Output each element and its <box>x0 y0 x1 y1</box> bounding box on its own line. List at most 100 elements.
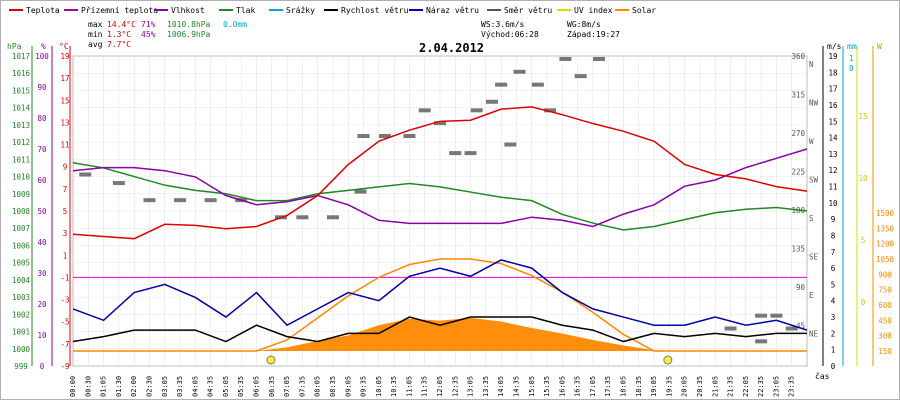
axis-temp-label: °C <box>59 42 69 51</box>
legend-label: Tlak <box>236 6 255 15</box>
x-tick-label: 09:05 <box>344 376 352 397</box>
wind-direction-mark <box>403 134 416 138</box>
chart-title: 2.04.2012 <box>419 41 484 55</box>
w-tick: 1350 <box>876 224 895 233</box>
x-tick-label: 05:35 <box>237 376 245 397</box>
ms-tick: 1 <box>831 346 836 355</box>
w-tick: 600 <box>878 301 892 310</box>
wind-speed-avg: WS:3.6m/s <box>481 20 525 29</box>
x-tick-label: 12:05 <box>436 376 444 397</box>
axis-hpa-label: hPa <box>7 42 22 51</box>
series-line-vlhkost <box>72 148 808 228</box>
x-tick-label: 04:35 <box>207 376 215 397</box>
stats-max-press: 1010.8hPa <box>167 20 211 29</box>
ms-tick: 11 <box>828 183 837 192</box>
x-tick-label: 06:05 <box>253 376 261 397</box>
dir-cardinal: NE <box>809 330 819 339</box>
temp-tick: 5 <box>63 207 68 216</box>
ms-tick: 7 <box>831 248 836 257</box>
x-axis-label: čas <box>815 371 830 381</box>
stats-max-rain: 0.0mm <box>223 20 247 29</box>
wind-direction-mark <box>204 198 217 203</box>
x-tick-label: 03:35 <box>176 376 184 397</box>
legend-label: Solar <box>632 6 656 15</box>
x-tick-label: 18:05 <box>620 376 628 397</box>
hpa-tick: 1000 <box>12 345 31 354</box>
x-tick-label: 08:05 <box>314 376 322 397</box>
ms-tick: 3 <box>831 313 836 322</box>
wind-direction-mark <box>326 215 339 220</box>
wind-direction-mark <box>464 151 477 156</box>
temp-tick: 13 <box>60 118 69 127</box>
w-tick: 1200 <box>876 240 895 249</box>
legend-label: UV index <box>574 6 613 15</box>
w-tick: 900 <box>878 270 892 279</box>
x-tick-label: 22:05 <box>742 376 750 397</box>
pct-tick: 40 <box>37 238 47 247</box>
temp-tick: -5 <box>60 318 69 327</box>
x-tick-label: 20:35 <box>696 376 704 397</box>
hpa-tick: 1002 <box>12 310 30 319</box>
x-tick-label: 02:30 <box>145 376 153 397</box>
dir-deg: 90 <box>796 283 806 292</box>
w-tick: 1500 <box>876 209 895 218</box>
hpa-tick: 999 <box>14 362 28 371</box>
temp-tick: 1 <box>63 251 68 260</box>
legend-label: Přízemní teplota <box>81 6 158 15</box>
wind-direction-mark <box>513 69 526 74</box>
hpa-tick: 1004 <box>12 276 31 285</box>
sunrise-marker <box>266 355 276 365</box>
x-tick-label: 18:35 <box>635 376 643 397</box>
series-layer <box>72 57 808 365</box>
temp-tick: 15 <box>60 96 69 105</box>
hpa-tick: 1001 <box>12 328 30 337</box>
wind-direction-mark <box>418 108 431 113</box>
mm-tick: 0 <box>849 64 854 73</box>
stats-min-press: 1006.9hPa <box>167 30 211 39</box>
x-tick-label: 10:05 <box>375 376 383 397</box>
x-ticks: 00:00 00:30 01:05 01:30 02:00 02:30 03:05 03:35… <box>69 376 796 397</box>
x-tick-label: 01:30 <box>115 376 123 397</box>
hpa-tick: 1007 <box>12 224 30 233</box>
temp-tick: -3 <box>60 296 69 305</box>
axis-mm-label: mm <box>847 42 857 51</box>
stats-block: max 14.4°C 71% 1010.8hPa 0.0mm min 1.3°C… <box>88 20 247 49</box>
pct-tick: 60 <box>37 176 47 185</box>
x-tick-label: 19:35 <box>665 376 673 397</box>
temp-tick: 9 <box>63 163 68 172</box>
legend: Teplota Přízemní teplota Vlhkost Tlak Srážky… <box>9 6 656 15</box>
hpa-tick: 1015 <box>12 86 30 95</box>
w-tick: 750 <box>878 286 892 295</box>
dir-cardinal: N <box>809 60 814 69</box>
pct-tick: 0 <box>40 362 45 371</box>
uv-tick: 15 <box>858 112 867 121</box>
series-line-teplota <box>72 106 808 240</box>
x-tick-label: 14:05 <box>497 376 505 397</box>
x-tick-label: 09:35 <box>360 376 368 397</box>
pct-tick: 90 <box>37 83 47 92</box>
stats-max-temp: 14.4°C <box>107 20 136 29</box>
stats-min-hum: 45% <box>141 30 156 39</box>
stats-avg-temp: 7.7°C <box>107 40 131 49</box>
x-tick-label: 13:05 <box>467 376 475 397</box>
legend-label: Směr větru <box>504 6 552 15</box>
stats-avg-label: avg <box>88 40 103 49</box>
temp-tick: 3 <box>63 229 68 238</box>
wind-direction-mark <box>770 313 783 318</box>
x-tick-label: 21:35 <box>727 376 735 397</box>
wind-direction-mark <box>785 326 798 331</box>
ms-tick: 6 <box>831 264 836 273</box>
dir-cardinal: NW <box>809 99 819 108</box>
ms-tick: 0 <box>831 362 836 371</box>
pct-tick: 80 <box>37 114 47 123</box>
pct-tick: 20 <box>37 300 47 309</box>
hpa-tick: 1016 <box>12 69 31 78</box>
hpa-tick: 1013 <box>12 121 30 130</box>
wind-direction-mark <box>378 134 391 138</box>
sunset-marker <box>663 355 673 365</box>
x-tick-label: 19:05 <box>650 376 658 397</box>
dir-cardinal: W <box>809 137 814 146</box>
x-tick-label: 02:00 <box>130 376 138 397</box>
wind-direction-mark <box>544 108 557 113</box>
